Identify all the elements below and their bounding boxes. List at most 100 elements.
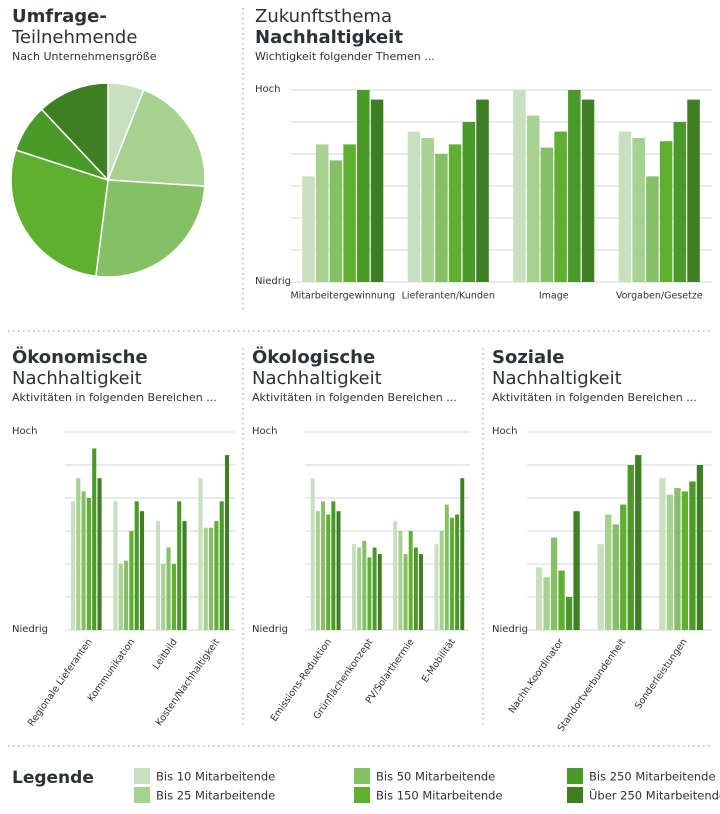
legend-swatch <box>134 787 150 803</box>
x-tick-label: Sonderleistungen <box>633 637 690 712</box>
bar <box>435 154 448 282</box>
y-tick-label: Niedrig <box>12 624 48 635</box>
chart-title: Nachhaltigkeit <box>12 368 142 389</box>
x-tick-label: Nachh.Koordinator <box>507 637 567 716</box>
bar <box>462 122 476 282</box>
legend-label: Bis 25 Mitarbeitende <box>156 789 275 803</box>
bar <box>407 131 421 282</box>
bar <box>326 514 331 630</box>
chart-title: Nachhaltigkeit <box>255 27 403 48</box>
bar <box>76 478 81 630</box>
y-tick-label: Hoch <box>255 84 280 95</box>
y-tick-label: Niedrig <box>255 276 291 287</box>
bar <box>421 138 434 282</box>
bar <box>448 144 462 282</box>
bar <box>419 554 423 630</box>
bar <box>161 564 166 630</box>
y-tick-label: Niedrig <box>492 624 528 635</box>
legend-swatch <box>567 768 583 784</box>
bar <box>434 544 439 630</box>
legend-swatch <box>567 787 583 803</box>
bar <box>413 547 418 630</box>
pie-slice <box>106 88 206 187</box>
chart-title: Zukunftsthema <box>255 6 392 27</box>
bar <box>372 547 377 630</box>
bar <box>86 498 91 630</box>
bar <box>203 527 208 630</box>
bar <box>568 90 581 282</box>
chart-title: Soziale <box>492 347 565 368</box>
bar <box>336 511 341 630</box>
bar <box>393 521 398 630</box>
y-tick-label: Niedrig <box>252 624 288 635</box>
bar <box>198 478 203 630</box>
bar <box>357 90 370 282</box>
bar <box>329 160 343 282</box>
bar <box>321 501 326 630</box>
bar <box>535 567 543 630</box>
bar <box>674 488 681 630</box>
bar <box>543 577 550 630</box>
legend-label: Bis 10 Mitarbeitende <box>156 770 275 784</box>
bar <box>612 524 619 630</box>
bar <box>118 564 123 630</box>
legend-label: Über 250 Mitarbeitende <box>589 787 720 803</box>
bar <box>689 481 696 630</box>
bar <box>177 501 182 630</box>
x-tick-label: Leitbild <box>151 637 180 672</box>
bar <box>558 570 565 630</box>
bar <box>352 544 356 630</box>
bar <box>635 455 642 630</box>
bar <box>554 131 567 282</box>
bar <box>166 547 171 630</box>
bar <box>597 544 604 630</box>
chart-title: Nachhaltigkeit <box>492 368 622 389</box>
bar <box>315 144 329 282</box>
bar <box>92 448 97 630</box>
bar <box>377 554 382 630</box>
chart-title: Nachhaltigkeit <box>252 368 382 389</box>
bar <box>134 501 139 630</box>
pie-slice <box>95 179 206 278</box>
bar <box>605 514 612 630</box>
bar <box>310 478 315 630</box>
bar <box>370 99 384 282</box>
bar <box>139 511 145 630</box>
chart-subtitle: Aktivitäten in folgenden Bereichen ... <box>12 391 217 404</box>
bar <box>214 521 219 630</box>
bar <box>70 501 76 630</box>
bar <box>550 537 558 630</box>
bar <box>449 517 454 630</box>
bar <box>659 141 673 282</box>
bar <box>224 455 230 630</box>
bar <box>581 99 595 282</box>
bar <box>171 564 176 630</box>
legend-label: Bis 250 Mitarbeitende <box>589 770 716 784</box>
chart-subtitle: Aktivitäten in folgenden Bereichen ... <box>492 391 697 404</box>
bar <box>113 501 118 630</box>
x-tick-label: Lieferanten/Kunden <box>402 291 495 302</box>
chart-title: Ökologische <box>252 346 375 368</box>
bar <box>646 176 659 282</box>
legend-title: Legende <box>12 768 94 788</box>
pie-slice <box>10 149 109 278</box>
legend-label: Bis 50 Mitarbeitende <box>376 770 495 784</box>
bar <box>315 511 320 630</box>
bar <box>681 491 689 630</box>
chart-subtitle: Aktivitäten in folgenden Bereichen ... <box>252 391 457 404</box>
legend-swatch <box>354 787 370 803</box>
pie-slice <box>40 82 109 182</box>
bar <box>632 138 645 282</box>
bar <box>124 560 129 630</box>
bar <box>398 531 403 630</box>
x-tick-label: Vorgaben/Gesetze <box>616 291 703 302</box>
bar <box>182 521 187 630</box>
bar <box>666 494 674 630</box>
x-tick-label: Mitarbeitergewinnung <box>290 291 395 302</box>
bar <box>687 99 700 282</box>
chart-title: Umfrage- <box>12 6 107 27</box>
bar <box>618 131 632 282</box>
x-tick-label: Kommunikation <box>86 637 138 704</box>
x-tick-label: E-Mobilität <box>420 637 458 685</box>
